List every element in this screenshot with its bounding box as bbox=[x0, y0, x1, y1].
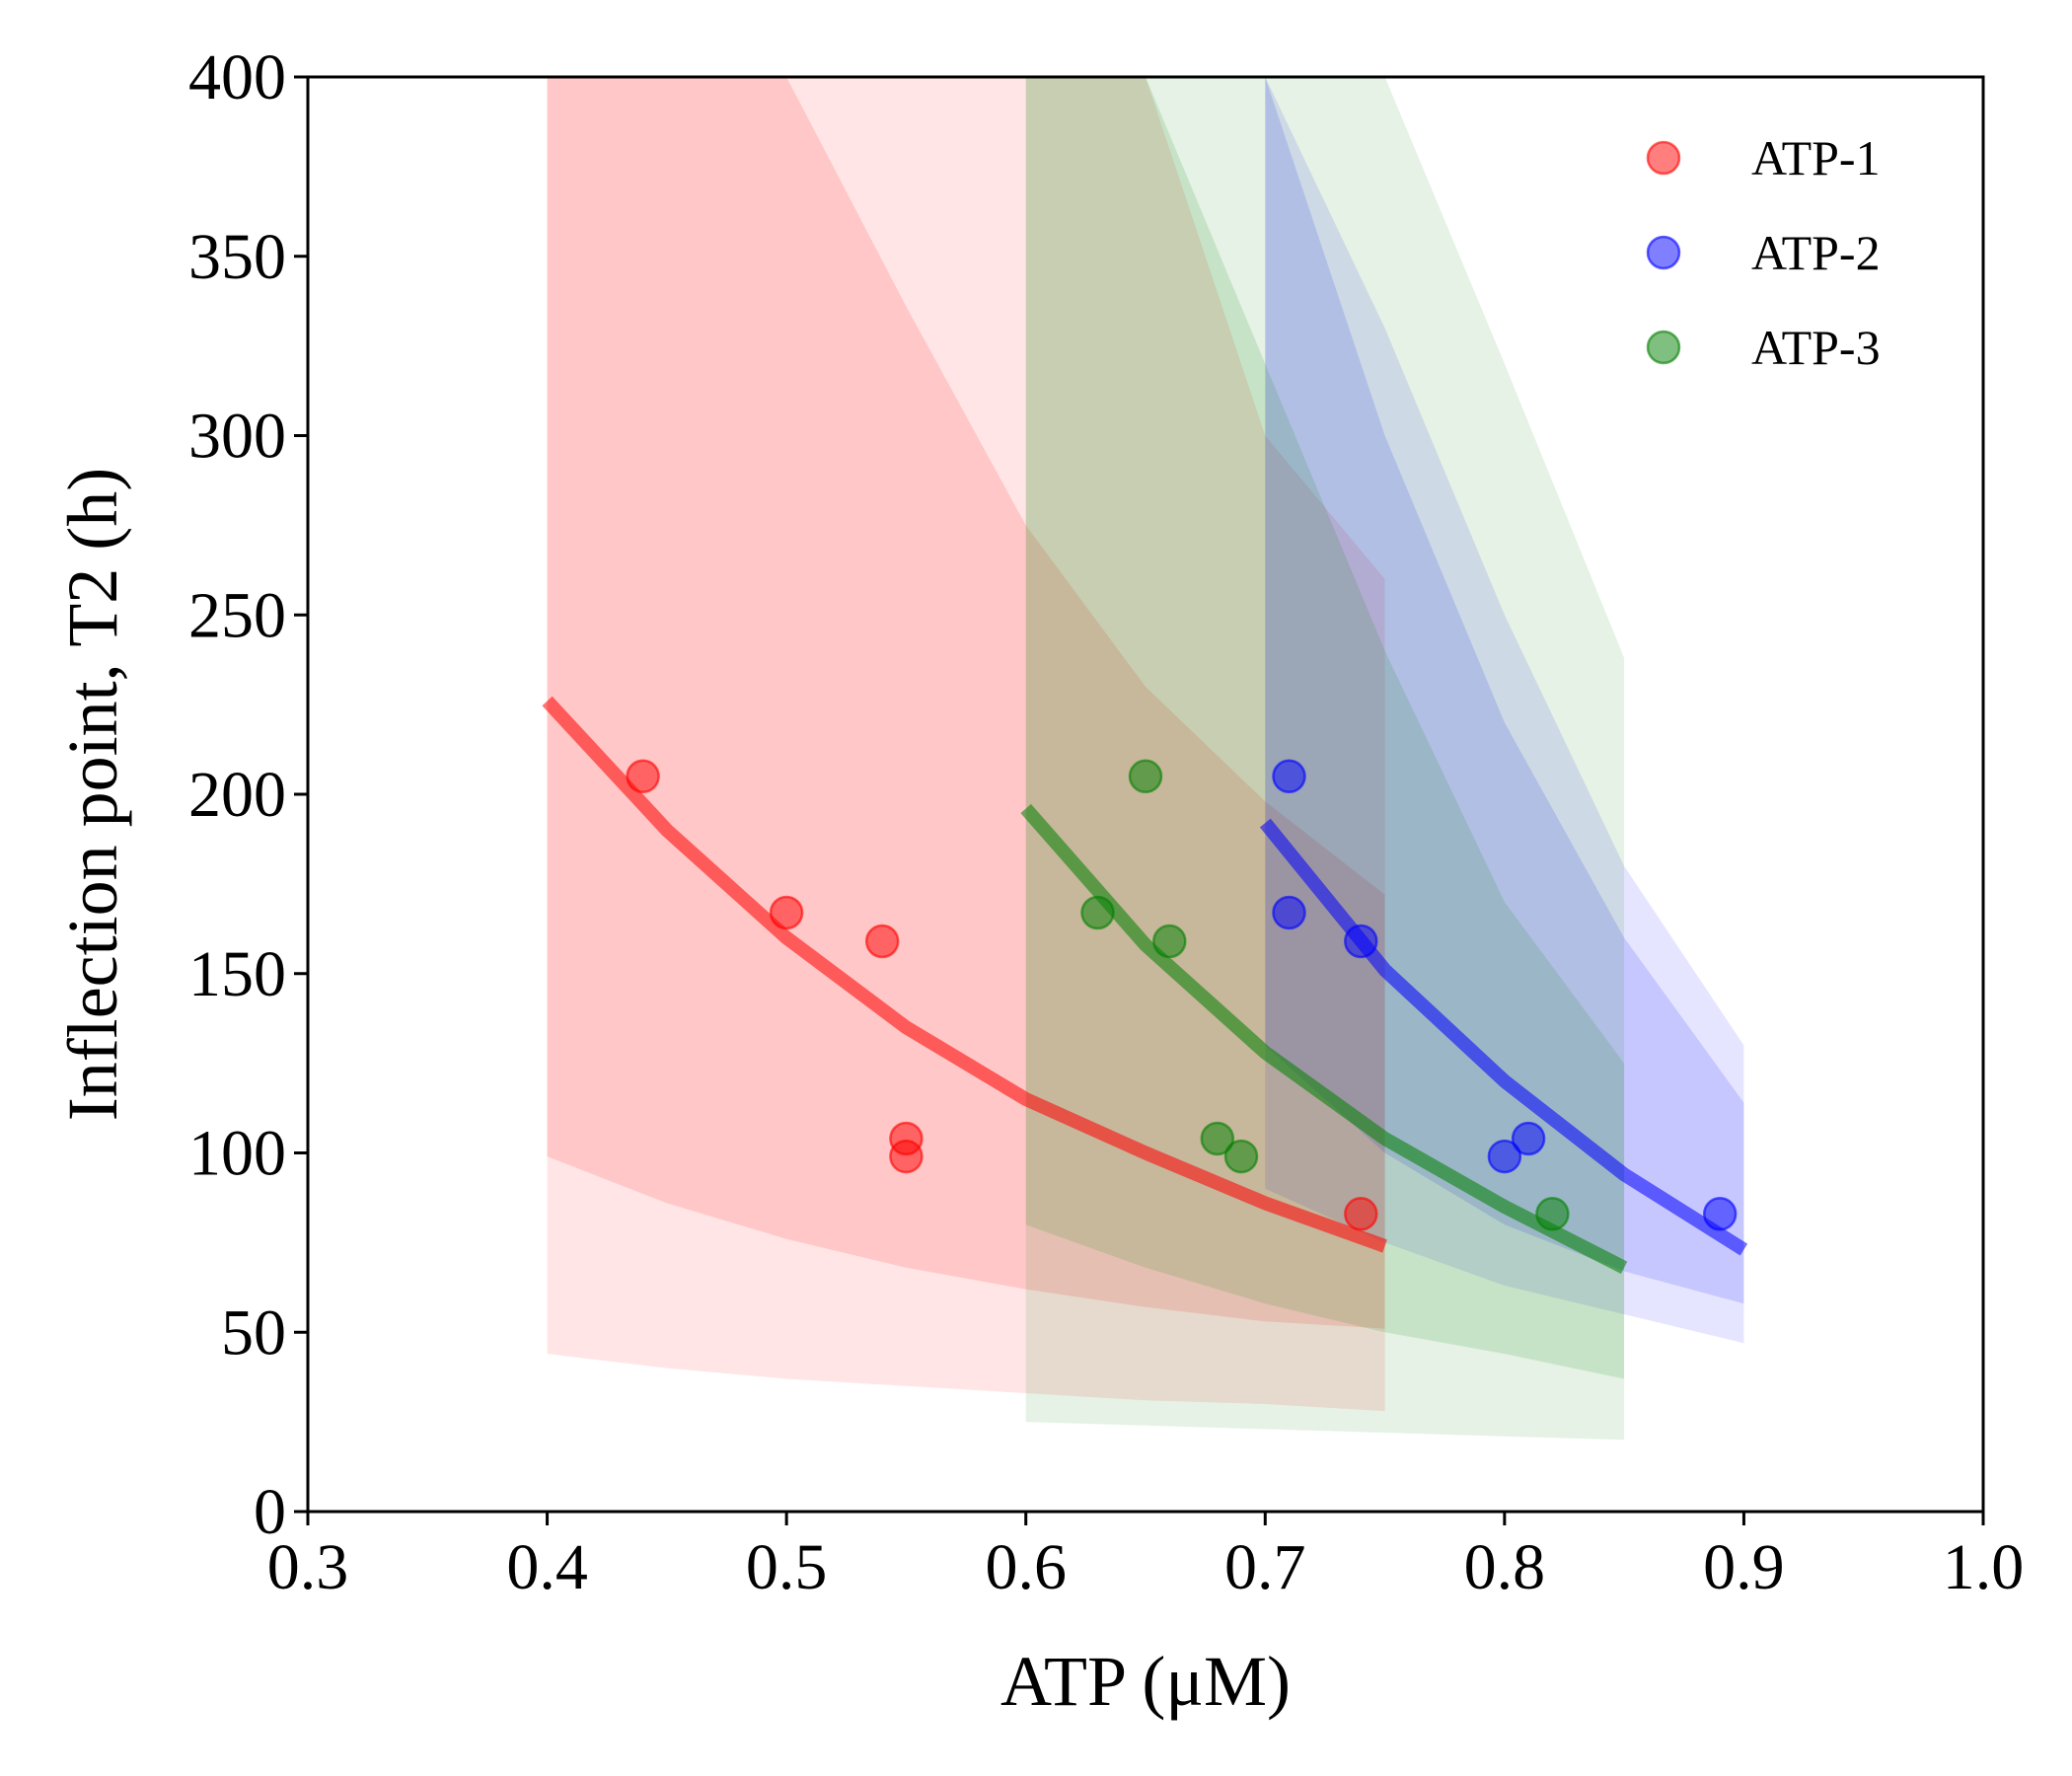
atp-1-data-point bbox=[769, 895, 804, 930]
y-axis-label: Inflection point, T2 (h) bbox=[53, 468, 132, 1122]
confidence-bands bbox=[547, 77, 1744, 1441]
legend-item-atp-1: ATP-1 bbox=[1646, 130, 1881, 185]
atp-3-data-point bbox=[1080, 895, 1115, 930]
atp-1-data-point bbox=[864, 924, 900, 959]
legend-item-atp-2: ATP-2 bbox=[1646, 225, 1881, 280]
legend-marker bbox=[1646, 330, 1681, 365]
legend-marker bbox=[1646, 235, 1681, 270]
atp-3-data-point bbox=[1223, 1139, 1259, 1174]
atp-3-data-point bbox=[1535, 1197, 1570, 1231]
y-axis-ticks: 0 50 100 150 200 250 300 350 400 bbox=[188, 41, 308, 1548]
x-tick-label: 0.5 bbox=[746, 1531, 828, 1603]
x-axis-label: ATP (μM) bbox=[1000, 1642, 1291, 1721]
atp-1-fit-curve bbox=[542, 696, 1387, 1253]
legend-label: ATP-3 bbox=[1751, 320, 1881, 375]
y-tick-label: 300 bbox=[188, 401, 286, 473]
x-tick-label: 0.9 bbox=[1703, 1531, 1785, 1603]
y-tick-label: 250 bbox=[188, 579, 286, 651]
fit-curves bbox=[542, 696, 1748, 1275]
atp-2-data-point bbox=[1272, 759, 1306, 794]
atp-3-data-point bbox=[1152, 924, 1187, 959]
atp-2-fit-curve bbox=[1259, 818, 1748, 1256]
legend-item-atp-3: ATP-3 bbox=[1646, 320, 1881, 375]
atp-1-inner-band bbox=[547, 77, 1385, 1329]
atp-3-fit-curve bbox=[1020, 803, 1628, 1275]
atp-1-data-point bbox=[889, 1139, 924, 1174]
legend-marker bbox=[1646, 140, 1681, 176]
y-tick-label: 50 bbox=[221, 1296, 286, 1369]
y-tick-label: 350 bbox=[188, 221, 286, 293]
y-tick-label: 200 bbox=[188, 759, 286, 831]
atp-1-data-point bbox=[626, 759, 660, 794]
x-tick-label: 1.0 bbox=[1943, 1531, 2025, 1603]
atp-3-outer-band bbox=[1025, 77, 1625, 1441]
y-tick-label: 0 bbox=[254, 1476, 286, 1548]
atp-3-data-point bbox=[1200, 1121, 1235, 1156]
legend-label: ATP-1 bbox=[1751, 130, 1881, 185]
atp-2-data-point bbox=[1702, 1197, 1738, 1231]
atp-1-data-point bbox=[1344, 1197, 1378, 1231]
y-tick-label: 150 bbox=[188, 938, 286, 1010]
atp-2-data-point bbox=[1487, 1139, 1522, 1174]
y-tick-label: 400 bbox=[188, 41, 286, 113]
atp-2-data-point bbox=[1272, 895, 1306, 930]
legend: ATP-1 ATP-2 ATP-3 bbox=[1646, 130, 1881, 375]
atp-1-outer-band bbox=[547, 77, 1385, 1412]
atp-3-data-point bbox=[1128, 759, 1163, 794]
x-tick-label: 0.8 bbox=[1464, 1531, 1546, 1603]
atp-2-outer-band bbox=[1265, 77, 1744, 1344]
atp-2-data-point bbox=[1511, 1121, 1546, 1156]
atp-2-inner-band bbox=[1265, 77, 1744, 1304]
x-tick-label: 0.6 bbox=[985, 1531, 1067, 1603]
x-tick-label: 0.7 bbox=[1224, 1531, 1306, 1603]
x-tick-label: 0.4 bbox=[506, 1531, 588, 1603]
data-points bbox=[626, 759, 1738, 1231]
x-tick-label: 0.3 bbox=[267, 1531, 349, 1603]
x-axis-ticks: 0.3 0.4 0.5 0.6 0.7 0.8 0.9 1.0 bbox=[267, 1512, 2025, 1603]
legend-label: ATP-2 bbox=[1751, 225, 1881, 280]
y-tick-label: 100 bbox=[188, 1118, 286, 1190]
atp-2-data-point bbox=[1344, 924, 1378, 959]
